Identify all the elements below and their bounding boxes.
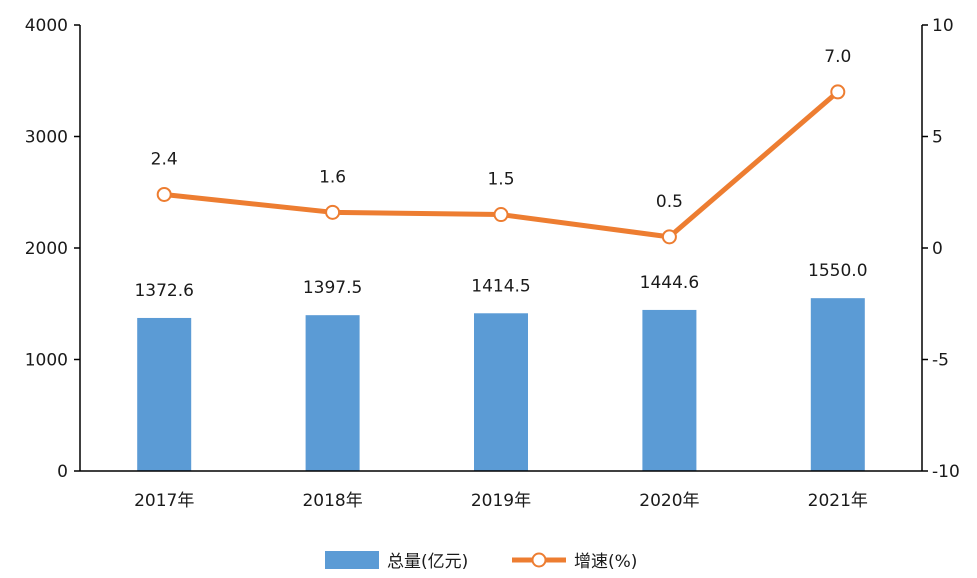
bar-data-label: 1372.6 [134,281,193,301]
right-tick-label: 10 [932,16,954,36]
axes [79,25,923,472]
bar-data-label: 1550.0 [808,261,867,281]
left-tick-label: 0 [57,462,68,482]
legend-line-label: 增速(%) [574,552,637,572]
line-point [156,186,172,202]
right-axis-ticks: -10 -5 0 5 10 [922,16,960,482]
bar-data-label: 1414.5 [471,276,530,296]
bar [305,315,360,471]
bar-data-labels: 1372.6 1397.5 1414.5 1444.6 1550.0 [134,261,867,301]
legend-bar-swatch [325,551,379,569]
line-data-label: 7.0 [824,47,851,67]
legend-line-marker [531,552,547,568]
line-point [661,229,677,245]
right-tick-label: 0 [932,239,943,259]
line-data-label: 1.6 [319,167,346,187]
left-axis-ticks: 0 1000 2000 3000 4000 [25,16,80,482]
line-series [156,84,846,245]
bar [137,317,192,471]
category-labels: 2017年 2018年 2019年 2020年 2021年 [134,491,868,511]
legend-bar-label: 总量(亿元) [387,552,468,572]
right-tick-label: -5 [932,351,949,371]
bar [642,309,697,471]
bar-data-label: 1397.5 [303,278,362,298]
left-tick-label: 2000 [25,239,68,259]
category-label: 2019年 [471,491,531,511]
line-data-label: 0.5 [656,192,683,212]
legend: 总量(亿元) 增速(%) [325,551,637,572]
line-data-label: 2.4 [151,149,178,169]
category-label: 2021年 [808,491,868,511]
line-point [325,204,341,220]
line-point [493,207,509,223]
right-tick-label: 5 [932,128,943,148]
bar [474,313,528,471]
line-point [830,84,846,100]
left-tick-label: 3000 [25,128,68,148]
category-label: 2020年 [639,491,699,511]
category-label: 2017年 [134,491,194,511]
bar-data-label: 1444.6 [640,273,699,293]
bar [810,298,865,471]
line-data-labels: 2.4 1.6 1.5 0.5 7.0 [151,47,852,212]
line-data-label: 1.5 [487,170,514,190]
bar-series [137,298,865,471]
left-tick-label: 1000 [25,351,68,371]
left-tick-label: 4000 [25,16,68,36]
category-label: 2018年 [302,491,362,511]
right-tick-label: -10 [932,462,960,482]
